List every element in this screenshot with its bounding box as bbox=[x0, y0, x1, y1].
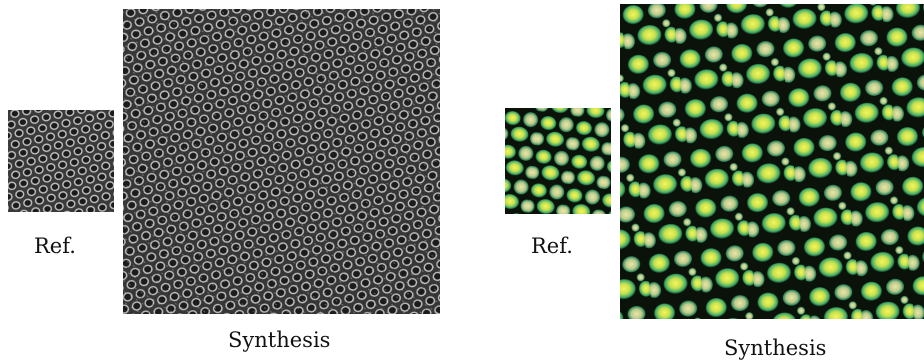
left-reference-caption: Ref. bbox=[34, 234, 76, 258]
right-synthesis-caption: Synthesis bbox=[724, 336, 827, 360]
right-reference-image bbox=[505, 108, 611, 214]
right-synthesis-image bbox=[620, 4, 924, 319]
left-synthesis-image bbox=[123, 9, 440, 314]
left-reference-image bbox=[8, 110, 114, 212]
left-synthesis-caption: Synthesis bbox=[228, 328, 331, 352]
right-reference-caption: Ref. bbox=[531, 234, 573, 258]
